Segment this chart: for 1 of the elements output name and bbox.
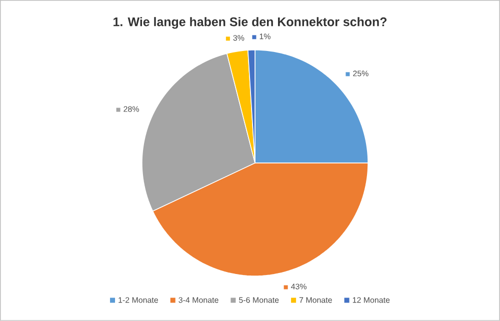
- chart-title: 1. Wie lange haben Sie den Konnektor schon?: [114, 17, 387, 29]
